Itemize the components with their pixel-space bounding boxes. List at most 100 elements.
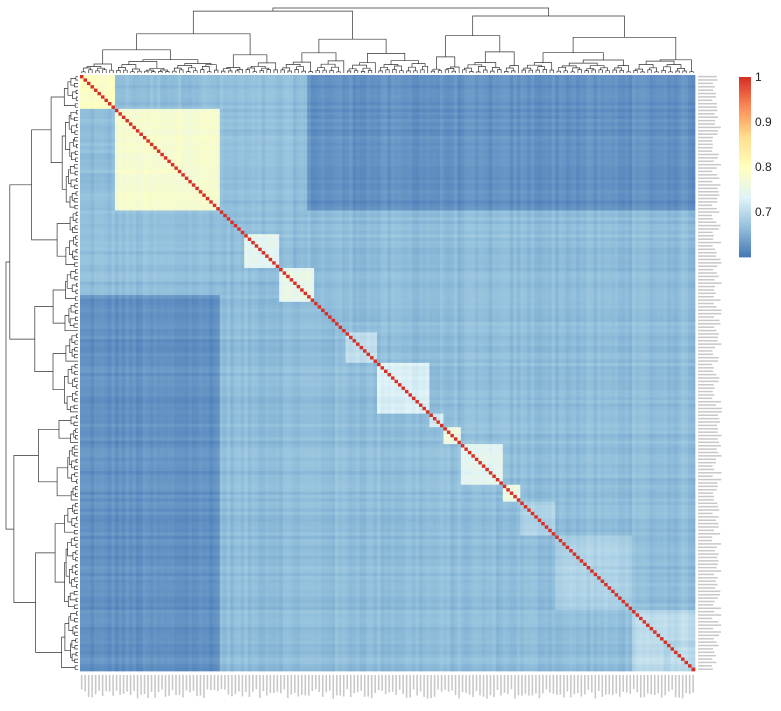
heatmap-cell — [419, 116, 423, 120]
heatmap-cell — [171, 82, 175, 86]
heatmap-cell — [258, 78, 262, 82]
heatmap-cell — [290, 160, 294, 164]
heatmap-cell — [199, 102, 203, 106]
heatmap-cell — [653, 85, 657, 89]
heatmap-cell — [244, 105, 248, 109]
heatmap-cell — [664, 146, 668, 150]
heatmap-cell — [300, 99, 304, 103]
heatmap-cell — [496, 126, 500, 130]
heatmap-cell — [227, 102, 231, 106]
heatmap-cell — [356, 109, 360, 113]
heatmap-cell — [388, 99, 392, 103]
heatmap-cell — [304, 89, 308, 93]
heatmap-cell — [688, 78, 692, 82]
heatmap-cell — [346, 129, 350, 133]
heatmap-cell — [321, 133, 325, 137]
heatmap-cell — [111, 85, 115, 89]
heatmap-cell — [360, 75, 364, 79]
heatmap-cell — [429, 85, 433, 89]
heatmap-cell — [160, 150, 164, 154]
heatmap-cell — [391, 105, 395, 109]
heatmap-cell — [307, 153, 311, 157]
heatmap-cell — [506, 109, 510, 113]
heatmap-cell — [115, 78, 119, 82]
heatmap-cell — [318, 112, 322, 116]
heatmap-cell — [475, 92, 479, 96]
heatmap-cell — [583, 150, 587, 154]
heatmap-cell — [216, 78, 220, 82]
heatmap-cell — [457, 150, 461, 154]
heatmap-cell — [615, 129, 619, 133]
heatmap-cell — [496, 139, 500, 143]
heatmap-cell — [332, 78, 336, 82]
heatmap-cell — [527, 82, 531, 86]
heatmap-cell — [370, 119, 374, 123]
heatmap-cell — [178, 102, 182, 106]
heatmap-cell — [615, 136, 619, 140]
heatmap-cell — [132, 150, 136, 154]
heatmap-cell — [545, 153, 549, 157]
heatmap-cell — [318, 143, 322, 147]
heatmap-cell — [548, 133, 552, 137]
heatmap-cell — [440, 92, 444, 96]
heatmap-cell — [569, 160, 573, 164]
heatmap-cell — [555, 89, 559, 93]
heatmap-cell — [174, 133, 178, 137]
heatmap-cell — [384, 78, 388, 82]
heatmap-cell — [468, 89, 472, 93]
heatmap-cell — [405, 99, 409, 103]
heatmap-cell — [286, 146, 290, 150]
heatmap-cell — [307, 160, 311, 164]
heatmap-cell — [80, 89, 84, 93]
heatmap-cell — [244, 89, 248, 93]
heatmap-cell — [506, 92, 510, 96]
heatmap-cell — [660, 105, 664, 109]
dendrogram-link — [64, 376, 68, 403]
heatmap-cell — [248, 109, 252, 113]
heatmap-cell — [650, 85, 654, 89]
heatmap-cell — [639, 133, 643, 137]
heatmap-cell — [167, 82, 171, 86]
heatmap-cell — [108, 139, 112, 143]
heatmap-cell — [206, 156, 210, 160]
heatmap-cell — [279, 102, 283, 106]
heatmap-cell — [597, 92, 601, 96]
heatmap-cell — [415, 92, 419, 96]
heatmap-cell — [178, 136, 182, 140]
heatmap-cell — [216, 82, 220, 86]
heatmap-cell — [199, 139, 203, 143]
heatmap-cell — [604, 136, 608, 140]
heatmap-cell — [457, 143, 461, 147]
heatmap-cell — [209, 146, 213, 150]
heatmap-cell — [611, 133, 615, 137]
heatmap-cell — [678, 126, 682, 130]
dendrogram-link — [74, 446, 78, 449]
heatmap-cell — [629, 126, 633, 130]
heatmap-cell — [195, 75, 199, 79]
heatmap-cell — [608, 89, 612, 93]
heatmap-cell — [688, 85, 692, 89]
heatmap-cell — [213, 92, 217, 96]
heatmap-cell — [304, 116, 308, 120]
heatmap-cell — [681, 78, 685, 82]
heatmap-cell — [629, 89, 633, 93]
heatmap-cell — [415, 146, 419, 150]
heatmap-cell — [80, 122, 84, 126]
heatmap-cell — [248, 143, 252, 147]
heatmap-cell — [199, 156, 203, 160]
heatmap-cell — [688, 105, 692, 109]
heatmap-cell — [559, 89, 563, 93]
heatmap-cell — [157, 82, 161, 86]
heatmap-cell — [415, 78, 419, 82]
dendrogram-link — [590, 66, 604, 69]
heatmap-cell — [115, 102, 119, 106]
heatmap-cell — [587, 85, 591, 89]
heatmap-cell — [279, 150, 283, 154]
heatmap-cell — [143, 75, 147, 79]
heatmap-cell — [482, 105, 486, 109]
heatmap-cell — [80, 112, 84, 116]
heatmap-cell — [660, 129, 664, 133]
heatmap-cell — [293, 126, 297, 130]
heatmap-cell — [496, 92, 500, 96]
heatmap-cell — [223, 85, 227, 89]
